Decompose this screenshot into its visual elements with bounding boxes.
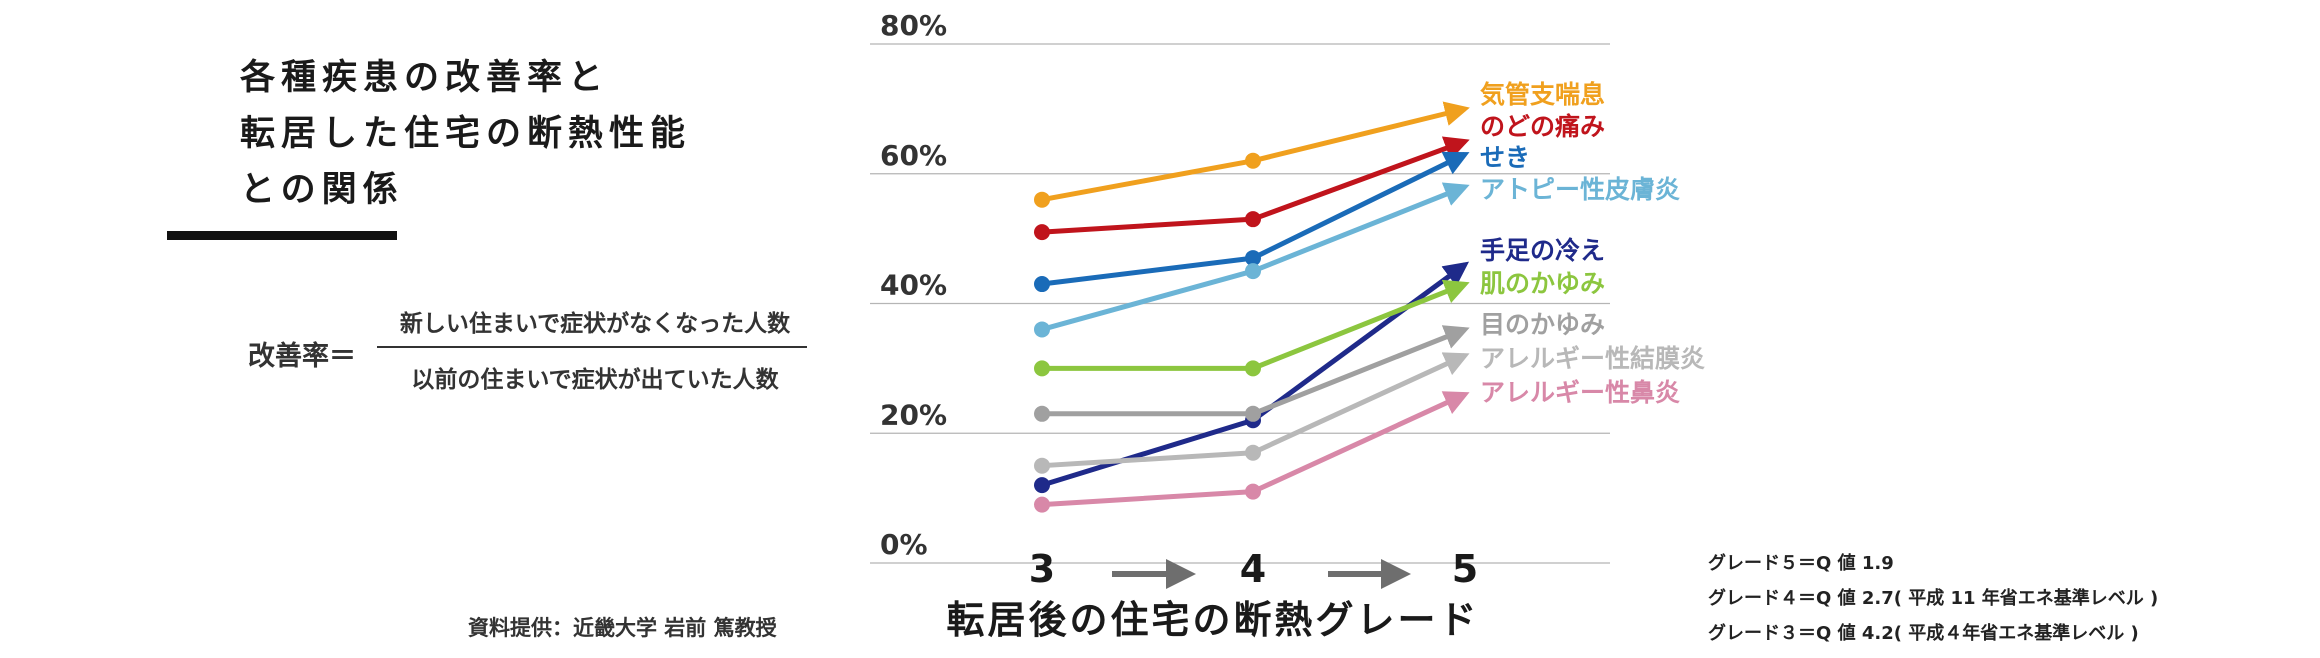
data-point	[1034, 276, 1050, 293]
series-arrow-segment	[1252, 325, 1470, 417]
series-arrow-segment	[1251, 261, 1470, 423]
series-segment	[1039, 417, 1256, 488]
grade-note-5: グレード５＝Q 値 1.9	[1708, 553, 1894, 574]
series-arrow-segment	[1251, 391, 1470, 494]
y-tick-label: 0%	[880, 528, 928, 561]
series-label: のどの痛み	[1480, 112, 1605, 141]
data-point	[1245, 483, 1261, 500]
grade-note-4: グレード４＝Q 値 2.7( 平成 11 年省エネ基準レベル )	[1708, 588, 2159, 609]
series-label: アレルギー性結膜炎	[1480, 344, 1705, 373]
data-point	[1245, 405, 1261, 422]
y-tick-label: 60%	[880, 139, 947, 172]
title-line-2: 転居した住宅の断熱性能	[240, 114, 692, 154]
series-segment	[1039, 216, 1256, 235]
series-segment	[1039, 489, 1256, 508]
y-tick-label: 80%	[880, 9, 947, 42]
data-point	[1034, 477, 1050, 494]
series-segment	[1039, 255, 1256, 287]
data-point	[1034, 496, 1050, 513]
x-tick-label: 3	[1029, 547, 1055, 591]
series-arrow-segment	[1252, 279, 1470, 371]
series-arrow-segment	[1252, 101, 1470, 164]
chart-title: 各種疾患の改善率と 転居した住宅の断熱性能 との関係	[240, 50, 691, 218]
series-arrow-segment	[1252, 136, 1470, 222]
y-tick-label: 40%	[880, 269, 947, 302]
series-arrow-segment	[1251, 352, 1470, 455]
series-segment	[1039, 268, 1256, 332]
series-label: 肌のかゆみ	[1480, 269, 1605, 298]
grade-note-3: グレード３＝Q 値 4.2( 平成４年省エネ基準レベル )	[1708, 623, 2139, 644]
x-tick-label: 5	[1452, 547, 1478, 591]
data-point	[1034, 224, 1050, 241]
data-point	[1245, 263, 1261, 280]
series-arrow-segment	[1251, 151, 1470, 261]
data-point	[1034, 360, 1050, 377]
series-label: アトピー性皮膚炎	[1480, 175, 1680, 204]
series-label: せき	[1480, 143, 1530, 172]
data-point	[1245, 444, 1261, 461]
y-tick-label: 20%	[880, 398, 947, 431]
series-label: 手足の冷え	[1480, 236, 1605, 265]
series-label: 目のかゆみ	[1480, 310, 1605, 339]
formula-lhs: 改善率＝	[248, 341, 356, 372]
data-point	[1034, 191, 1050, 208]
series-label: アレルギー性鼻炎	[1480, 378, 1680, 407]
grade-notes: グレード５＝Q 値 1.9 グレード４＝Q 値 2.7( 平成 11 年省エネ基…	[1708, 546, 2158, 651]
data-point	[1034, 457, 1050, 474]
series-segment	[1039, 450, 1256, 469]
data-point	[1034, 405, 1050, 422]
title-underline	[167, 231, 397, 240]
formula-fraction-line	[377, 346, 807, 348]
data-point	[1245, 250, 1261, 267]
title-line-3: との関係	[240, 170, 404, 210]
title-line-1: 各種疾患の改善率と	[240, 58, 610, 98]
series-arrow-segment	[1252, 182, 1470, 274]
series-segment	[1039, 158, 1256, 203]
x-axis-title: 転居後の住宅の断熱グレード	[946, 598, 1479, 642]
formula-denominator: 以前の住まいで症状が出ていた人数	[411, 367, 779, 393]
data-point	[1245, 360, 1261, 377]
source-credit: 資料提供：近畿大学 岩前 篤教授	[468, 616, 777, 640]
formula-numerator: 新しい住まいで症状がなくなった人数	[399, 311, 791, 337]
data-point	[1245, 152, 1261, 169]
series-label: 気管支喘息	[1480, 80, 1605, 109]
data-point	[1034, 321, 1050, 338]
data-point	[1245, 211, 1261, 228]
x-tick-label: 4	[1240, 547, 1266, 591]
